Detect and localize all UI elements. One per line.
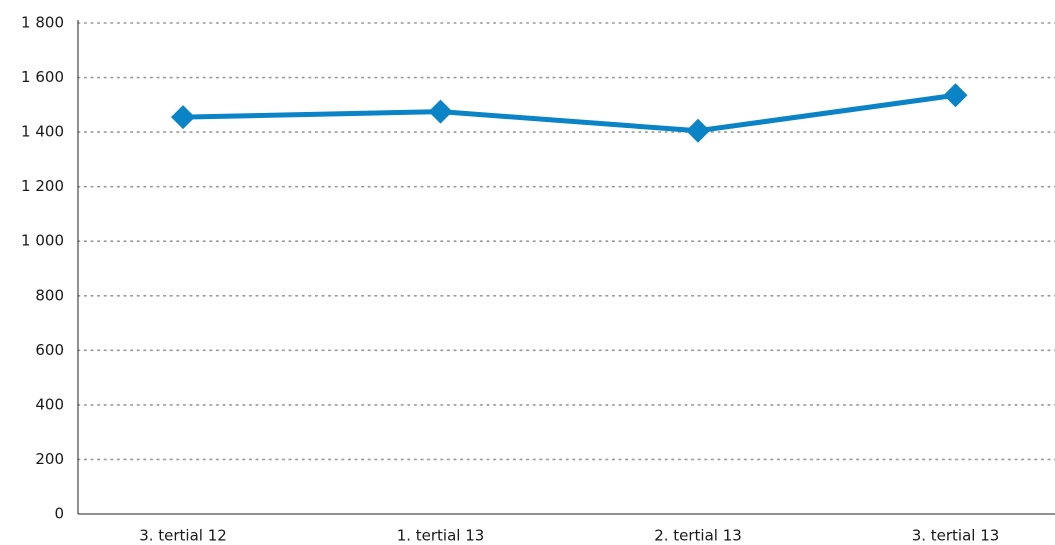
line bbox=[182, 92, 956, 134]
x-tick-label: 3. tertial 13 bbox=[912, 527, 1000, 545]
y-tick-label: 0 bbox=[54, 505, 64, 523]
y-tick-label: 1 800 bbox=[21, 14, 64, 32]
y-tick-label: 400 bbox=[35, 395, 64, 413]
y-tick-label: 1 200 bbox=[21, 177, 64, 195]
marker bbox=[428, 99, 453, 124]
y-tick-label: 200 bbox=[35, 450, 64, 468]
y-tick-label: 1 400 bbox=[21, 123, 64, 141]
marker bbox=[171, 105, 195, 130]
x-tick-label: 2. tertial 13 bbox=[654, 527, 742, 545]
marker bbox=[686, 118, 710, 143]
x-tick-label: 3. tertial 12 bbox=[139, 527, 227, 545]
x-tick-label: 1. tertial 13 bbox=[397, 527, 485, 545]
y-tick-label: 800 bbox=[35, 286, 64, 304]
y-tick-label: 600 bbox=[35, 341, 64, 359]
marker bbox=[943, 83, 968, 108]
y-tick-label: 1 000 bbox=[21, 232, 64, 250]
y-tick-label: 1 600 bbox=[21, 68, 64, 86]
